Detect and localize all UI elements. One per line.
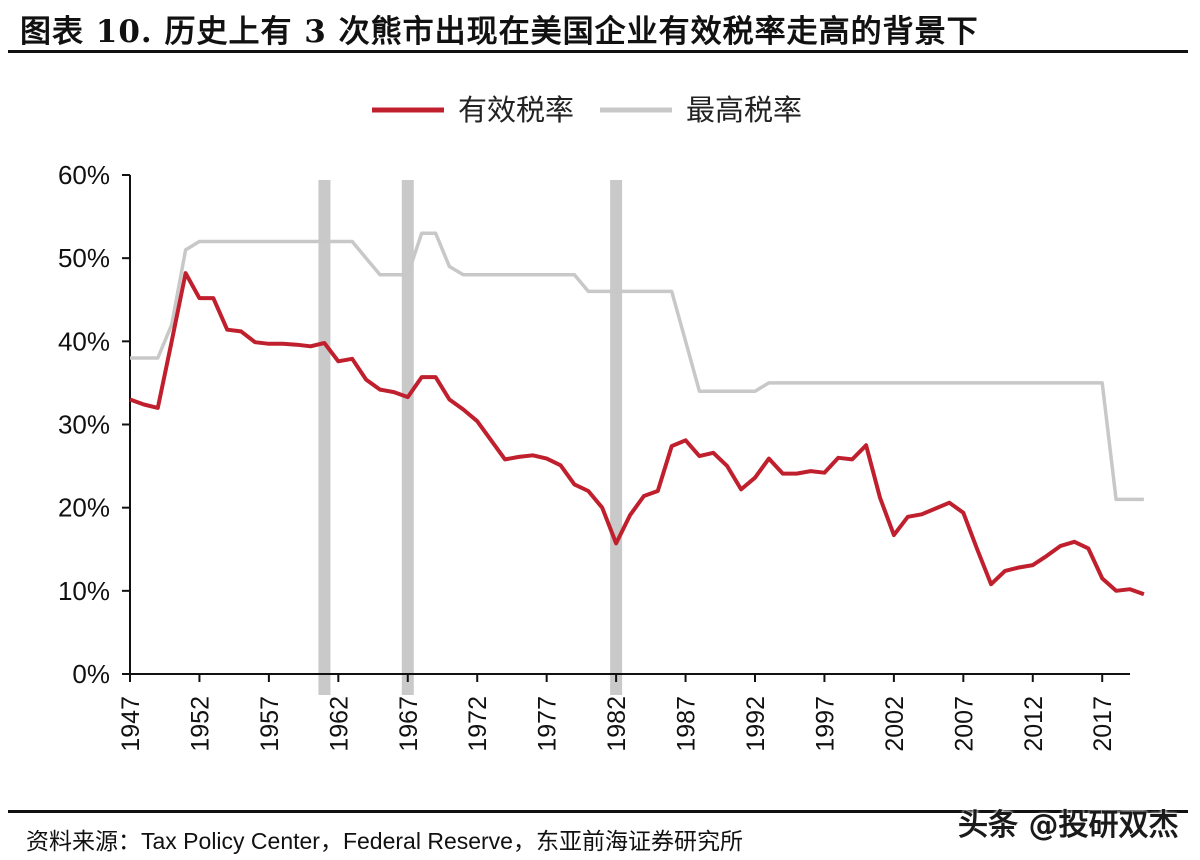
bear-market-shading bbox=[318, 180, 623, 695]
y-tick-label: 40% bbox=[58, 326, 110, 356]
y-tick-label: 50% bbox=[58, 243, 110, 273]
chart-title: 图表 10. 历史上有 3 次熊市出现在美国企业有效税率走高的背景下 bbox=[20, 14, 979, 50]
series-line bbox=[129, 271, 1145, 597]
series-layer bbox=[129, 231, 1145, 597]
axes: 0% 10% 20% 30% 40% 50% 60% 1947 1952 1957 1962 1967… bbox=[58, 160, 1130, 752]
shaded-band bbox=[401, 180, 414, 695]
x-tick-label: 1967 bbox=[395, 696, 423, 752]
x-tick-label: 2012 bbox=[1020, 696, 1048, 752]
legend-label: 有效税率 bbox=[458, 93, 574, 127]
x-tick-label: 1962 bbox=[325, 696, 353, 752]
source-note: 资料来源：Tax Policy Center，Federal Reserve，东… bbox=[26, 828, 743, 854]
x-tick-label: 1997 bbox=[811, 696, 839, 752]
footer-divider bbox=[8, 810, 1188, 813]
y-tick-label: 10% bbox=[58, 576, 110, 606]
x-tick-label: 1987 bbox=[673, 696, 701, 752]
y-tick-label: 30% bbox=[58, 410, 110, 440]
x-tick-label: 1952 bbox=[186, 696, 214, 752]
shaded-band bbox=[610, 180, 623, 695]
x-tick-label: 2007 bbox=[950, 696, 978, 752]
y-tick-label: 60% bbox=[58, 160, 110, 190]
y-tick-label: 0% bbox=[72, 659, 110, 689]
x-tick-label: 1977 bbox=[534, 696, 562, 752]
series-line bbox=[130, 231, 1144, 502]
x-tick-label: 2002 bbox=[881, 696, 909, 752]
x-tick-label: 1992 bbox=[742, 696, 770, 752]
x-tick-label: 1972 bbox=[464, 696, 492, 752]
x-tick-label: 1947 bbox=[117, 696, 145, 752]
x-tick-label: 2017 bbox=[1089, 696, 1117, 752]
y-tick-label: 20% bbox=[58, 493, 110, 523]
legend-label: 最高税率 bbox=[686, 93, 802, 127]
line-chart: 有效税率 最高税率 0% 10% 20% 30% 40% 50% 60% 1947 1952 195… bbox=[58, 93, 1145, 752]
x-tick-label: 1982 bbox=[603, 696, 631, 752]
legend: 有效税率 最高税率 bbox=[372, 93, 802, 127]
title-divider bbox=[8, 50, 1188, 53]
shaded-band bbox=[318, 180, 331, 695]
x-tick-label: 1957 bbox=[256, 696, 284, 752]
watermark: 头条 @投研双杰 bbox=[958, 808, 1179, 843]
